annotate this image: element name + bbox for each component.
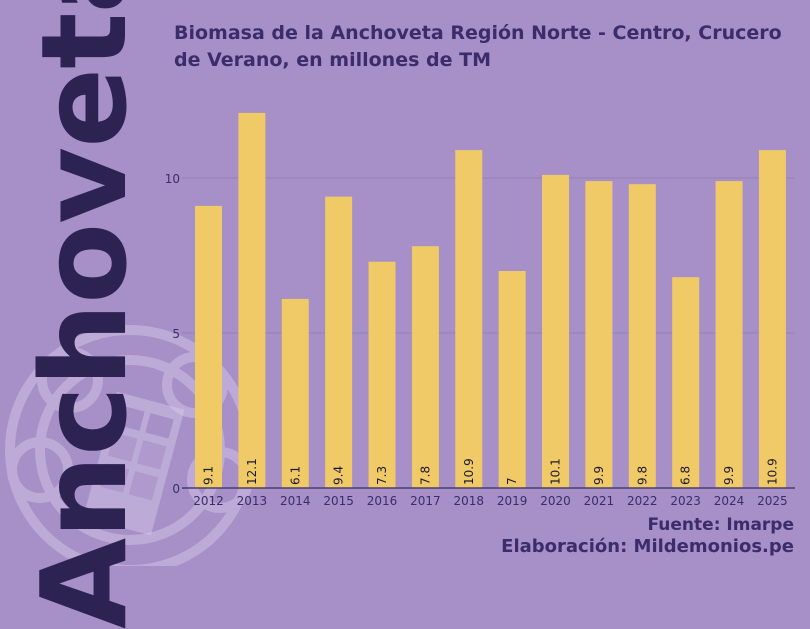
bar-value-label: 7.3 <box>375 466 389 485</box>
police-box-decoration <box>83 391 185 536</box>
y-tick-label: 10 <box>165 172 180 186</box>
x-tick-label: 2016 <box>367 494 398 508</box>
bar <box>455 150 483 488</box>
bar <box>758 150 786 488</box>
x-tick-label: 2015 <box>323 494 354 508</box>
y-tick-label: 5 <box>172 327 180 341</box>
bar-value-label: 9.9 <box>592 466 606 485</box>
x-tick-label: 2019 <box>497 494 528 508</box>
bar-value-label: 6.8 <box>679 466 693 485</box>
x-tick-label: 2024 <box>714 494 745 508</box>
bar-value-labels: 9.1 12.1 6.1 9.4 7.3 7.8 10.9 7 10.1 9.9 9.8 6.8 9.9… <box>202 458 780 485</box>
bar-value-label: 9.9 <box>722 466 736 485</box>
footer-credit: Elaboración: Mildemonios.pe <box>501 536 794 557</box>
x-tick-label: 2017 <box>410 494 441 508</box>
footer-source: Fuente: Imarpe <box>647 515 794 535</box>
gridlines <box>182 177 795 334</box>
bar-value-label: 10.9 <box>462 458 476 485</box>
x-tick-label: 2023 <box>670 494 701 508</box>
bar <box>498 271 526 488</box>
x-tick-label: 2020 <box>540 494 571 508</box>
x-tick-label: 2018 <box>454 494 485 508</box>
watermark-text: Anchoveta <box>15 0 153 629</box>
bar-value-label: 7 <box>505 477 519 485</box>
chart-canvas: 0 5 10 2012 2013 2014 2015 2016 2017 2018 2019 202… <box>5 112 795 566</box>
bar <box>672 277 700 488</box>
bar-value-label: 10.9 <box>765 458 779 485</box>
bar-value-label: 9.4 <box>332 466 346 485</box>
x-axis-ticks: 2012 2013 2014 2015 2016 2017 2018 2019 2020 2021… <box>193 494 787 508</box>
bar <box>325 196 353 488</box>
bar <box>628 184 656 488</box>
x-tick-label: 2022 <box>627 494 658 508</box>
x-tick-label: 2025 <box>757 494 788 508</box>
bar <box>368 261 396 488</box>
bar-value-label: 6.1 <box>288 466 302 485</box>
bar-value-label: 9.8 <box>635 466 649 485</box>
x-tick-label: 2012 <box>193 494 224 508</box>
bar-value-label: 12.1 <box>245 458 259 485</box>
bar-value-label: 10.1 <box>549 458 563 485</box>
y-tick-label: 0 <box>172 482 180 496</box>
bar <box>585 181 613 488</box>
bar <box>238 112 266 489</box>
bar <box>542 174 570 488</box>
bar <box>411 246 439 488</box>
bar <box>281 298 309 488</box>
bar <box>715 181 743 488</box>
x-tick-label: 2021 <box>584 494 615 508</box>
chart-title: Biomasa de la Anchoveta Región Norte - C… <box>174 22 782 71</box>
x-tick-label: 2013 <box>237 494 268 508</box>
bar-value-label: 7.8 <box>418 466 432 485</box>
y-axis-ticks: 0 5 10 <box>165 172 180 496</box>
bars <box>195 112 786 489</box>
bar-value-label: 9.1 <box>202 466 216 485</box>
x-tick-label: 2014 <box>280 494 311 508</box>
bar <box>195 205 222 488</box>
